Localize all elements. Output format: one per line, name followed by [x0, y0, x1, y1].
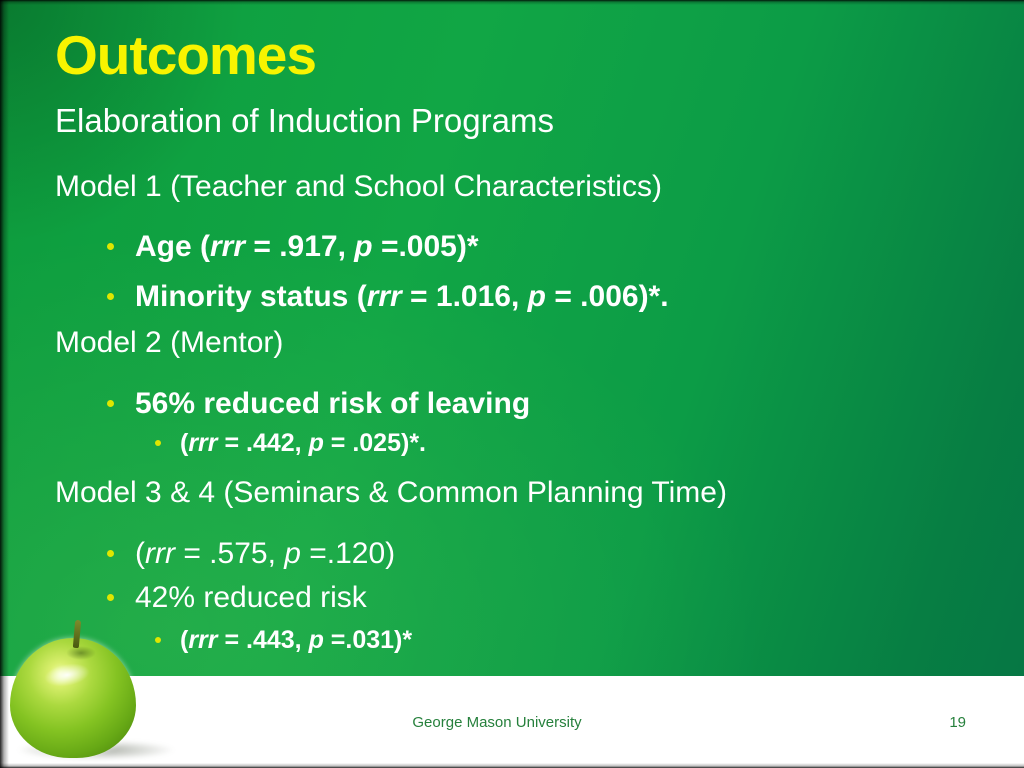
line-text: Model 3 & 4 (Seminars & Common Planning …	[55, 476, 727, 509]
bullet-dot-icon	[107, 594, 114, 601]
line-text: Model 2 (Mentor)	[55, 326, 284, 359]
apple-body	[10, 638, 136, 758]
slide-body-content: Model 1 (Teacher and School Characterist…	[55, 0, 1004, 768]
bullet-dot-icon	[155, 440, 161, 446]
line-text: (rrr = .442, p = .025)*.	[180, 429, 426, 457]
section-heading: Model 1 (Teacher and School Characterist…	[55, 167, 1004, 207]
line-text: (rrr = .575, p =.120)	[135, 537, 396, 570]
apple-highlight	[42, 660, 92, 690]
bullet-dot-icon	[107, 293, 114, 300]
line-text: Model 1 (Teacher and School Characterist…	[55, 170, 662, 203]
bullet-item: Minority status (rrr = 1.016, p = .006)*…	[55, 274, 1004, 319]
line-text: Minority status (rrr = 1.016, p = .006)*…	[135, 280, 669, 313]
bullet-dot-icon	[107, 243, 114, 250]
bullet-item: (rrr = .575, p =.120)	[55, 531, 1004, 576]
bullet-dot-icon	[155, 637, 161, 643]
line-text: 42% reduced risk	[135, 581, 367, 614]
footer-institution: George Mason University	[412, 714, 582, 731]
line-text: 56% reduced risk of leaving	[135, 387, 531, 420]
apple-dimple	[66, 646, 96, 660]
green-apple-image	[6, 619, 176, 764]
bullet-dot-icon	[107, 400, 114, 407]
bullet-item: (rrr = .443, p =.031)*	[55, 621, 1004, 659]
bullet-item: Age (rrr = .917, p =.005)*	[55, 224, 1004, 269]
section-heading: Model 3 & 4 (Seminars & Common Planning …	[55, 473, 1004, 513]
bullet-dot-icon	[107, 550, 114, 557]
bullet-item: 56% reduced risk of leaving	[55, 381, 1004, 426]
line-text: (rrr = .443, p =.031)*	[180, 626, 413, 654]
section-heading: Model 2 (Mentor)	[55, 323, 1004, 363]
line-text: Age (rrr = .917, p =.005)*	[135, 230, 479, 263]
bullet-item: 42% reduced risk	[55, 575, 1004, 620]
page-number: 19	[949, 714, 966, 731]
bullet-item: (rrr = .442, p = .025)*.	[55, 424, 1004, 462]
